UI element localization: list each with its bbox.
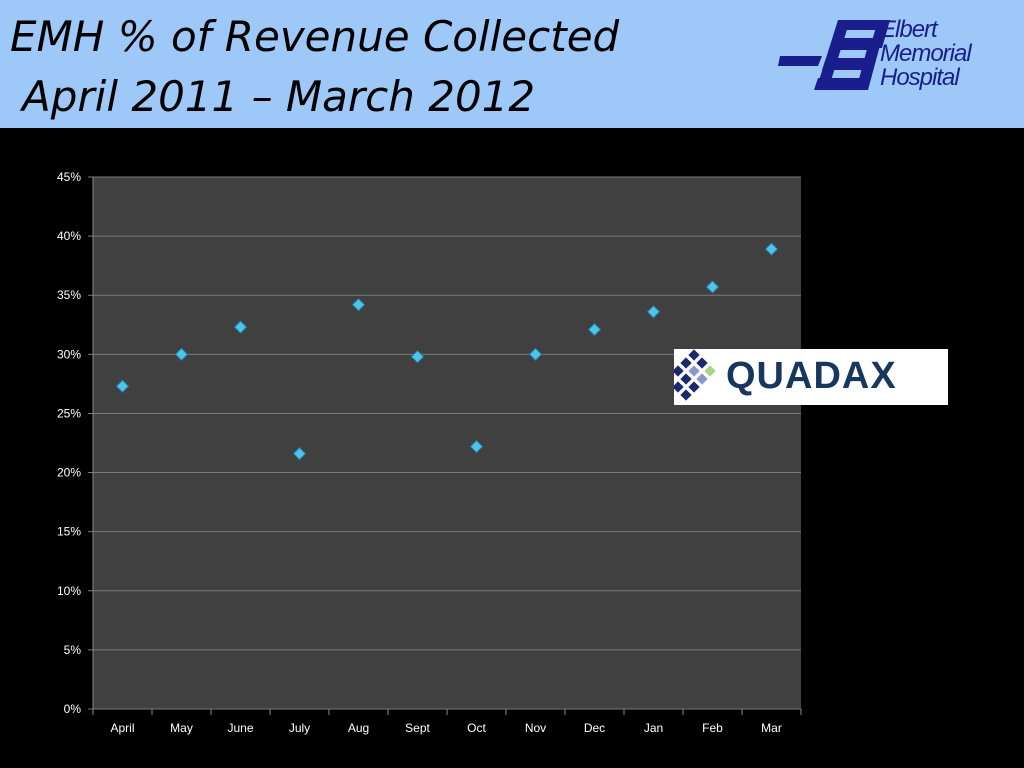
hospital-name-line2: Memorial [880,40,972,67]
hospital-name-line3: Hospital [880,64,960,91]
data-point-june [233,320,248,334]
x-tick-label: Mar [761,721,782,735]
y-tick-label: 35% [57,288,81,302]
y-tick-label: 25% [57,406,81,420]
y-tick-label: 20% [57,466,81,480]
data-point-jan [646,305,661,319]
data-point-may [174,347,189,362]
y-tick-label: 0% [64,702,82,716]
hospital-name-line1: Elbert [880,16,938,43]
revenue-collected-chart: 0% 5% 10% 15% 20% 25% 30% 35% 40% 45% April May Jun… [57,170,802,735]
data-point-dec [587,322,602,337]
data-point-aug [351,297,366,312]
x-tick-label: Feb [702,721,723,735]
slide-title: EMH % of Revenue Collected [10,12,620,61]
y-tick-label: 40% [57,229,81,243]
y-tick-label: 10% [57,584,81,598]
data-point-nov [528,347,543,362]
x-axis-tick-labels: April May June July Aug Sept Oct Nov Dec Jan Feb Ma… [92,709,802,735]
x-tick-label: April [110,721,134,735]
header-band: EMH % of Revenue Collected April 2011 – … [0,0,1024,128]
x-tick-label: Dec [584,721,605,735]
data-point-april [115,379,130,393]
data-point-oct [469,439,484,454]
y-tick-label: 45% [57,170,81,184]
quadax-logo: QUADAX [674,349,948,405]
quadax-wordmark: QUADAX [726,355,897,397]
x-tick-label: June [227,721,253,735]
x-tick-label: Jan [644,721,663,735]
plot-area [93,177,801,709]
data-point-feb [705,280,720,294]
x-tick-label: May [170,721,193,735]
elbert-memorial-hospital-logo-icon [778,20,890,90]
hospital-name: Elbert Memorial Hospital [880,16,972,91]
quadax-diamond-icon [674,349,716,401]
slide-subtitle: April 2011 – March 2012 [22,72,536,121]
data-point-july [292,446,307,461]
x-tick-label: Aug [348,721,369,735]
data-point-sept [410,349,425,364]
data-points [115,242,779,461]
x-tick-label: July [289,721,310,735]
x-tick-label: Sept [405,721,430,735]
x-tick-label: Nov [525,721,546,735]
y-tick-label: 30% [57,347,81,361]
y-axis-tick-labels: 0% 5% 10% 15% 20% 25% 30% 35% 40% 45% [57,170,81,716]
y-tick-label: 5% [64,643,82,657]
data-point-mar [764,242,779,256]
y-tick-label: 15% [57,525,81,539]
x-tick-label: Oct [467,721,486,735]
